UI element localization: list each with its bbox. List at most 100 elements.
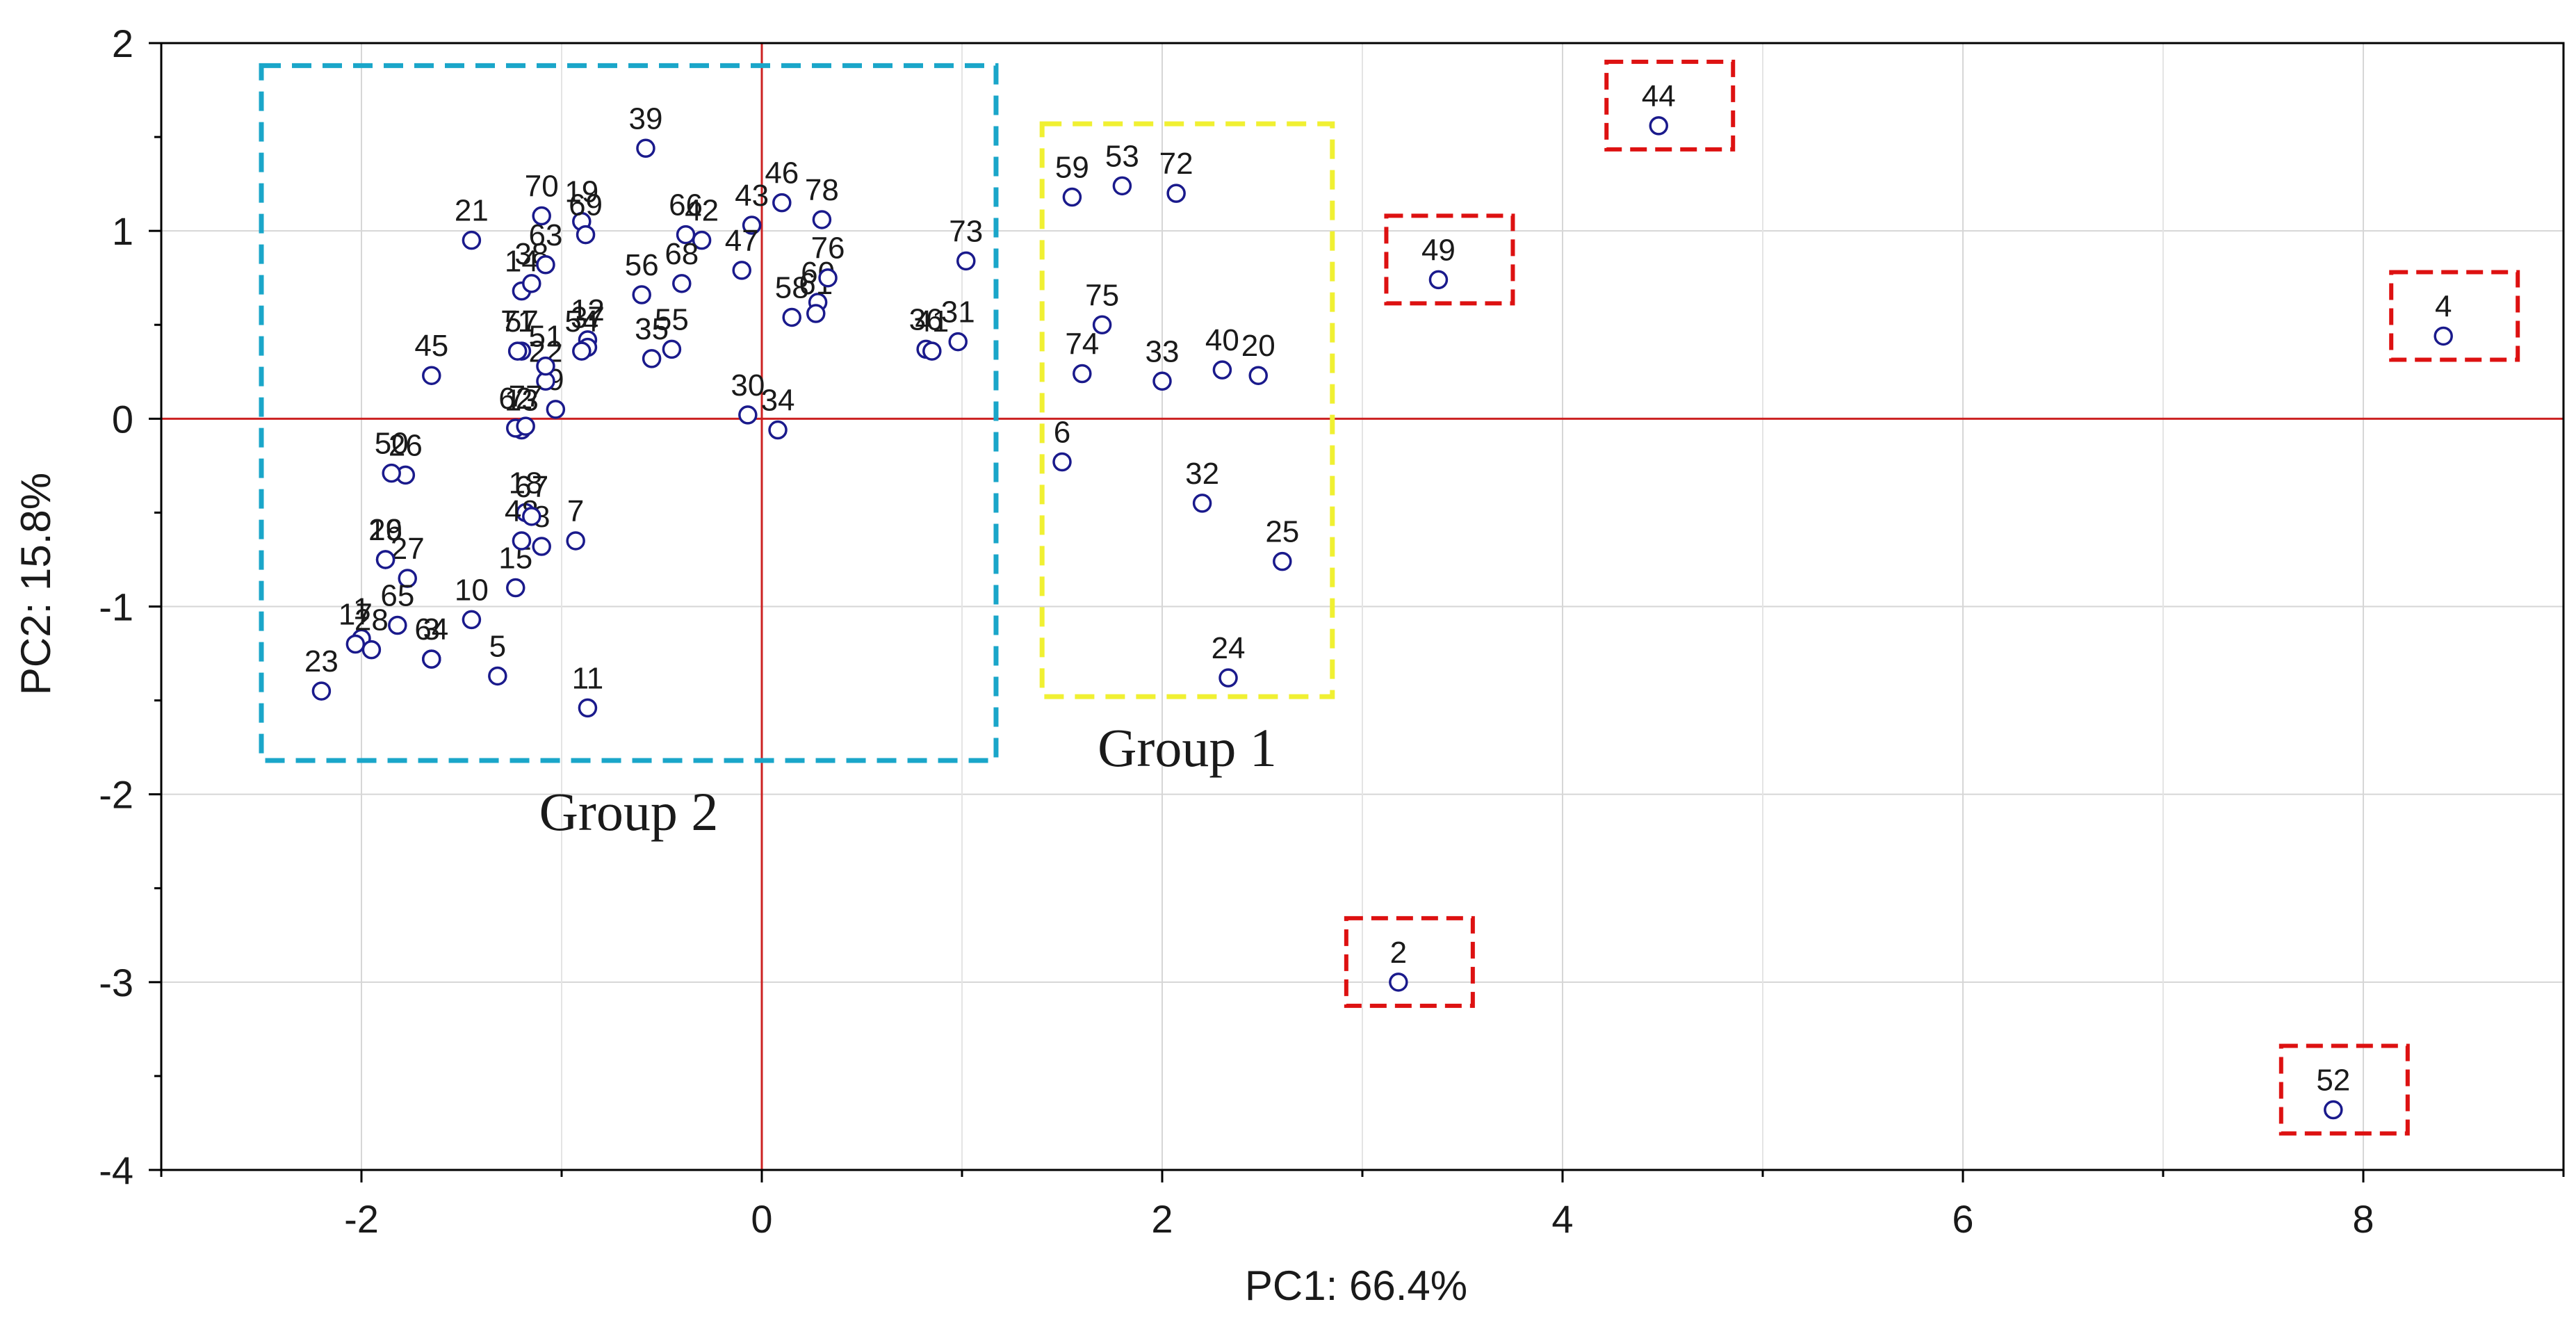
data-point (576, 225, 596, 245)
point-label: 57 (505, 304, 539, 339)
data-point (1428, 270, 1449, 290)
data-point (1273, 551, 1292, 571)
data-point (1166, 184, 1186, 203)
group-label: Group 2 (539, 781, 719, 842)
point-label: 65 (380, 579, 414, 613)
data-point (507, 341, 528, 361)
y-tick-label: 2 (112, 22, 133, 65)
data-point (812, 210, 832, 229)
point-label: 69 (569, 188, 603, 222)
data-point (732, 261, 751, 280)
x-tick-label: 4 (1551, 1197, 1573, 1241)
data-point (488, 666, 507, 686)
data-point (578, 698, 598, 718)
point-label: 43 (735, 179, 769, 213)
data-point (1248, 366, 1268, 385)
data-point (782, 307, 801, 327)
data-point (662, 339, 682, 359)
outlier-box (1604, 59, 1736, 152)
point-label: 3 (423, 612, 440, 646)
point-label: 6 (1054, 415, 1070, 449)
data-point (636, 138, 655, 158)
point-label: 30 (731, 368, 765, 402)
point-label: 53 (1105, 139, 1139, 173)
outlier-box (1384, 213, 1515, 306)
point-label: 1 (353, 592, 370, 626)
point-label: 70 (525, 170, 559, 204)
data-point (2434, 326, 2453, 346)
data-point (1152, 371, 1172, 391)
point-label: 76 (811, 231, 845, 266)
data-point (512, 531, 532, 551)
data-point (1389, 973, 1408, 992)
point-label: 37 (571, 301, 605, 335)
data-point (516, 416, 535, 436)
point-label: 42 (685, 194, 719, 228)
point-label: 29 (368, 513, 402, 547)
point-label: 45 (414, 329, 448, 363)
x-tick-label: 2 (1151, 1197, 1173, 1241)
point-label: 41 (915, 304, 949, 339)
point-label: 23 (304, 644, 339, 678)
data-point (522, 507, 541, 526)
y-tick-label: 0 (112, 397, 133, 441)
point-label: 27 (391, 532, 425, 566)
data-point (1052, 452, 1072, 472)
data-point (462, 230, 482, 250)
data-point (382, 463, 401, 483)
data-point (642, 349, 662, 368)
data-point (572, 341, 592, 361)
data-point (1212, 360, 1232, 380)
point-label: 5 (489, 629, 506, 663)
point-label: 12 (571, 293, 605, 327)
data-point (772, 193, 792, 213)
group-box (259, 63, 999, 763)
data-point (1218, 668, 1238, 688)
point-label: 59 (1055, 151, 1089, 185)
y-axis-title: PC2: 15.8% (13, 473, 59, 695)
point-label: 21 (455, 194, 489, 228)
data-point (818, 268, 838, 288)
point-label: 55 (655, 302, 689, 336)
data-point (1649, 116, 1668, 136)
data-point (522, 274, 541, 293)
x-tick-label: -2 (344, 1197, 379, 1241)
outlier-box (2389, 270, 2520, 362)
outlier-boxes (1344, 59, 2520, 1136)
x-axis-title: PC1: 66.4% (1245, 1262, 1467, 1309)
point-label: 68 (665, 237, 699, 271)
outlier-box (1344, 916, 1475, 1008)
point-label: 40 (1205, 323, 1239, 357)
data-point (1192, 494, 1212, 513)
data-point (738, 405, 758, 425)
data-point (1062, 187, 1082, 207)
group-label: Group 1 (1098, 717, 1277, 778)
point-label: 32 (1185, 457, 1219, 491)
point-label: 62 (498, 382, 532, 416)
point-label: 10 (455, 573, 489, 607)
point-label: 25 (1265, 515, 1299, 549)
point-label: 18 (509, 466, 543, 500)
data-point (532, 537, 551, 556)
data-point (948, 332, 968, 352)
group-box (1039, 121, 1335, 699)
point-label: 16 (368, 513, 402, 547)
point-label: 51 (528, 320, 562, 354)
point-label: 47 (725, 224, 759, 258)
point-label: 34 (761, 384, 795, 418)
y-tick-label: -4 (99, 1148, 133, 1192)
data-point (2324, 1100, 2343, 1120)
data-point (388, 615, 407, 635)
point-label: 7 (567, 494, 584, 528)
data-point (1073, 364, 1092, 384)
point-label: 44 (1642, 79, 1676, 113)
point-label: 24 (1212, 631, 1246, 665)
point-label: 49 (1421, 233, 1456, 267)
data-point (806, 304, 826, 323)
data-point (632, 285, 651, 304)
point-label: 31 (941, 295, 975, 330)
data-point (536, 356, 555, 376)
point-label: 50 (375, 427, 409, 461)
